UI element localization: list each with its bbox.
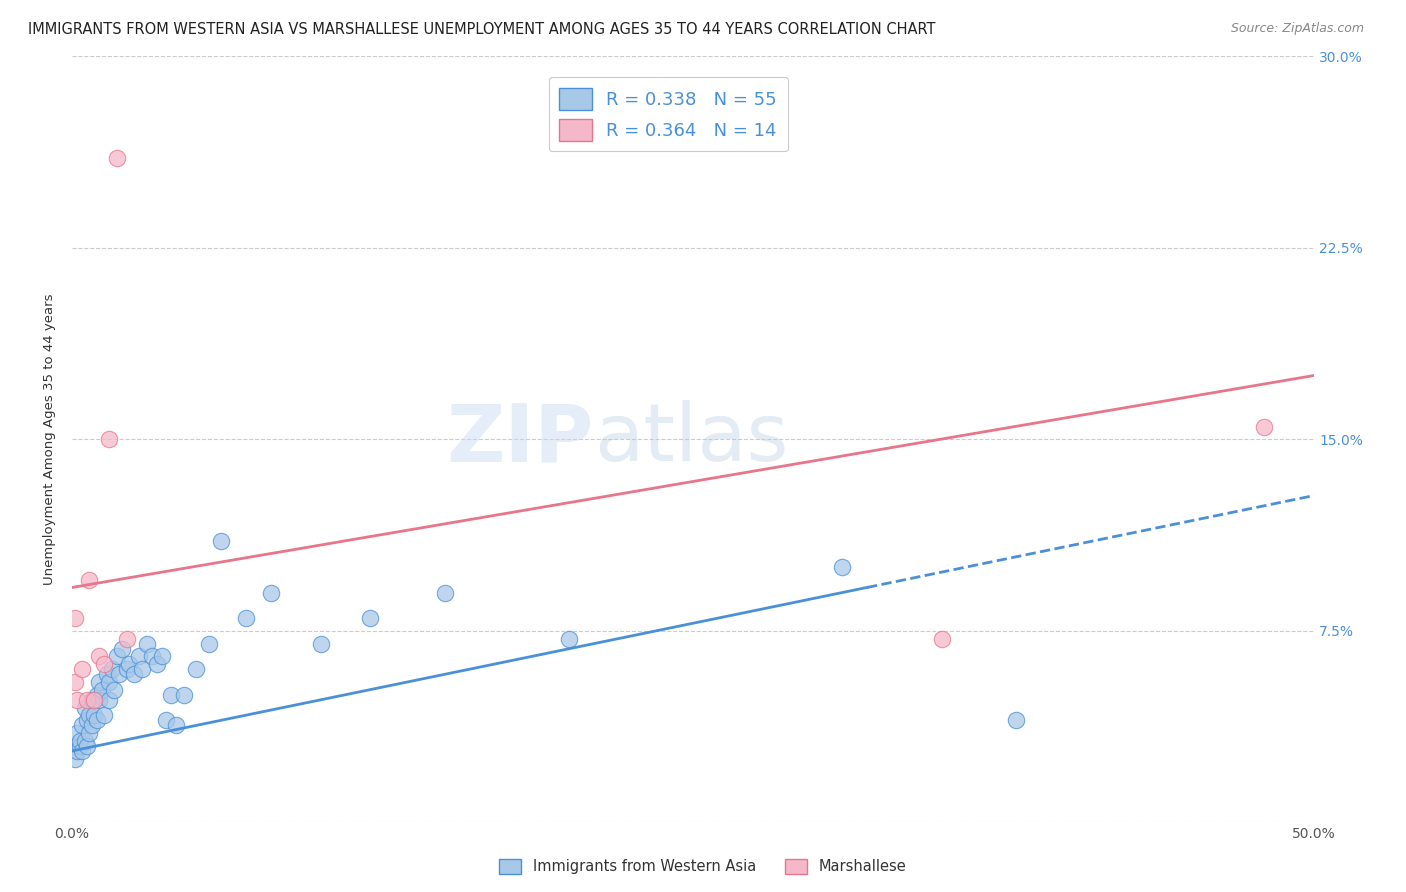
Point xyxy=(76,713,98,727)
Point xyxy=(155,713,177,727)
Point xyxy=(70,744,93,758)
Point xyxy=(103,682,125,697)
Point xyxy=(83,708,105,723)
Point xyxy=(135,637,157,651)
Point xyxy=(79,726,101,740)
Point xyxy=(931,632,953,646)
Point xyxy=(105,152,128,166)
Point xyxy=(359,611,381,625)
Point xyxy=(73,733,96,747)
Point xyxy=(66,744,89,758)
Point xyxy=(1253,419,1275,434)
Point xyxy=(831,560,853,574)
Point xyxy=(1005,713,1028,727)
Point xyxy=(115,632,138,646)
Point xyxy=(108,667,131,681)
Point xyxy=(111,641,134,656)
Point xyxy=(69,733,91,747)
Point xyxy=(433,585,456,599)
Point xyxy=(66,693,89,707)
Point xyxy=(73,700,96,714)
Point xyxy=(150,649,173,664)
Point xyxy=(141,649,163,664)
Text: atlas: atlas xyxy=(593,401,789,478)
Point xyxy=(260,585,283,599)
Point xyxy=(209,534,232,549)
Point xyxy=(89,649,111,664)
Point xyxy=(160,688,183,702)
Point xyxy=(93,708,115,723)
Point xyxy=(63,751,86,765)
Point xyxy=(309,637,332,651)
Point xyxy=(76,739,98,753)
Y-axis label: Unemployment Among Ages 35 to 44 years: Unemployment Among Ages 35 to 44 years xyxy=(44,293,56,585)
Point xyxy=(66,726,89,740)
Point xyxy=(86,713,108,727)
Point xyxy=(235,611,257,625)
Point xyxy=(79,708,101,723)
Point xyxy=(122,667,145,681)
Text: ZIP: ZIP xyxy=(447,401,593,478)
Text: IMMIGRANTS FROM WESTERN ASIA VS MARSHALLESE UNEMPLOYMENT AMONG AGES 35 TO 44 YEA: IMMIGRANTS FROM WESTERN ASIA VS MARSHALL… xyxy=(28,22,935,37)
Point xyxy=(118,657,141,672)
Point xyxy=(89,693,111,707)
Point xyxy=(80,693,103,707)
Point xyxy=(115,662,138,676)
Point xyxy=(70,718,93,732)
Point xyxy=(98,433,121,447)
Point xyxy=(86,688,108,702)
Point xyxy=(93,657,115,672)
Point xyxy=(165,718,187,732)
Point xyxy=(79,573,101,587)
Point xyxy=(69,739,91,753)
Point xyxy=(558,632,581,646)
Point xyxy=(105,649,128,664)
Point xyxy=(89,675,111,690)
Point xyxy=(98,675,121,690)
Point xyxy=(83,693,105,707)
Text: Source: ZipAtlas.com: Source: ZipAtlas.com xyxy=(1230,22,1364,36)
Point xyxy=(173,688,195,702)
Point xyxy=(197,637,219,651)
Point xyxy=(90,682,112,697)
Legend: Immigrants from Western Asia, Marshallese: Immigrants from Western Asia, Marshalles… xyxy=(494,853,912,880)
Point xyxy=(70,662,93,676)
Point xyxy=(131,662,153,676)
Point xyxy=(63,739,86,753)
Point xyxy=(80,718,103,732)
Point xyxy=(186,662,208,676)
Point xyxy=(128,649,150,664)
Point xyxy=(96,667,118,681)
Legend: R = 0.338   N = 55, R = 0.364   N = 14: R = 0.338 N = 55, R = 0.364 N = 14 xyxy=(548,77,787,152)
Point xyxy=(76,693,98,707)
Point xyxy=(98,693,121,707)
Point xyxy=(101,662,124,676)
Point xyxy=(63,675,86,690)
Point xyxy=(63,611,86,625)
Point xyxy=(145,657,167,672)
